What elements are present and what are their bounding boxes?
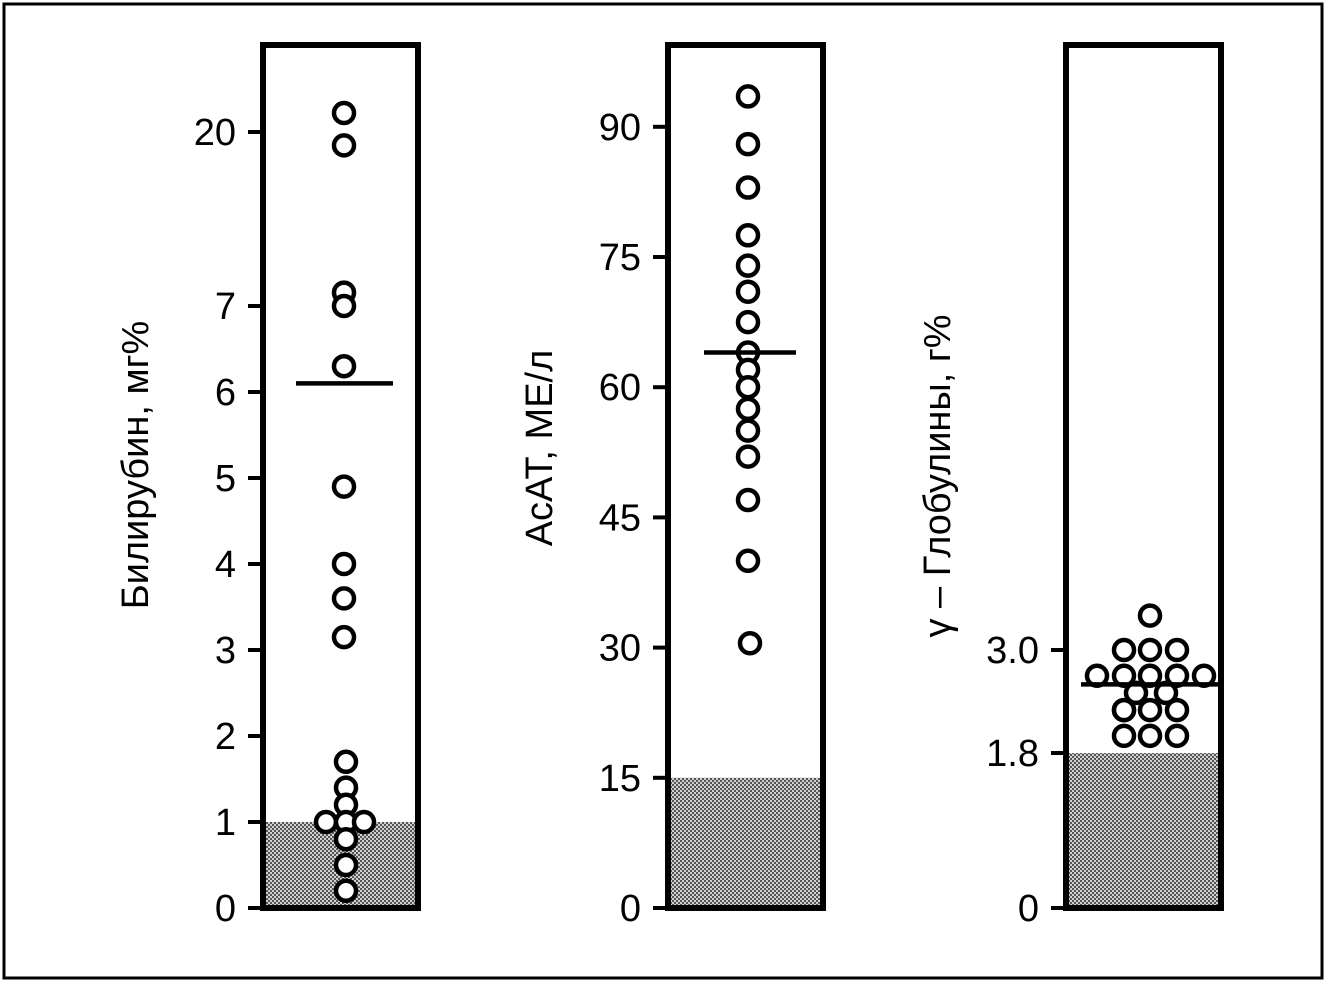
- data-point: [735, 223, 761, 248]
- y-tick-label: 60: [599, 367, 641, 409]
- y-tick-label: 0: [1018, 888, 1039, 930]
- data-point: [735, 253, 761, 278]
- plot-box: [1063, 42, 1224, 911]
- data-point: [333, 878, 359, 904]
- data-point: [1164, 723, 1190, 749]
- y-tick-label: 2: [215, 716, 236, 758]
- data-point: [735, 548, 761, 574]
- y-tick-label: 1.8: [986, 733, 1039, 775]
- data-point: [1164, 637, 1190, 663]
- data-point: [1137, 637, 1163, 663]
- y-tick-label: 3.0: [986, 630, 1039, 672]
- data-point: [735, 175, 761, 200]
- data-point: [1137, 603, 1163, 628]
- data-point: [331, 474, 357, 499]
- y-tick-label: 20: [194, 112, 236, 154]
- data-point: [331, 624, 357, 650]
- data-point: [735, 487, 761, 513]
- y-tick-label: 3: [215, 630, 236, 672]
- data-point: [735, 374, 761, 400]
- data-point: [331, 551, 357, 577]
- panel-2: 0 15 30 45 60 75 90 АсАТ, МЕ/л: [519, 42, 826, 930]
- data-point: [735, 131, 761, 157]
- y-tick-label: 1: [215, 802, 236, 844]
- y-tick-label: 6: [215, 372, 236, 414]
- data-point: [735, 84, 761, 109]
- y-axis-label: Билирубин, мг%: [115, 321, 157, 610]
- y-tick-label: 0: [215, 888, 236, 930]
- data-point: [1111, 637, 1137, 663]
- y-tick-label: 15: [599, 758, 641, 800]
- y-tick-label: 5: [215, 458, 236, 500]
- y-tick-label: 0: [620, 888, 641, 930]
- data-point: [735, 279, 761, 304]
- panel-3: 0 1.8 3.0 γ – Глобулины, г%: [917, 42, 1224, 930]
- y-tick-label: 45: [599, 497, 641, 539]
- data-point: [1111, 697, 1137, 723]
- data-point: [1111, 723, 1137, 749]
- data-point: [331, 100, 357, 126]
- y-axis-label: АсАТ, МЕ/л: [519, 350, 561, 547]
- data-point: [313, 809, 339, 835]
- y-tick-label: 30: [599, 628, 641, 670]
- y-tick-label: 75: [599, 237, 641, 279]
- data-point: [333, 749, 359, 775]
- data-point: [333, 826, 359, 852]
- data-point: [735, 444, 761, 469]
- data-point: [331, 586, 357, 611]
- y-tick-label: 7: [215, 286, 236, 328]
- data-point: [1164, 697, 1190, 723]
- y-tick-label: 4: [215, 544, 236, 586]
- y-axis-label: γ – Глобулины, г%: [917, 315, 959, 638]
- data-point: [735, 309, 761, 335]
- data-point: [333, 852, 359, 878]
- y-tick-label: 90: [599, 107, 641, 149]
- data-point: [735, 396, 761, 422]
- normal-range-area: [668, 777, 823, 908]
- data-point: [331, 293, 357, 319]
- data-point: [737, 631, 763, 656]
- data-point: [351, 809, 377, 835]
- panel-1: 0 1 2 3 4 5 6 7 20 Билирубин, мг%: [115, 42, 421, 930]
- data-point: [735, 418, 761, 443]
- normal-range-area: [1066, 753, 1221, 908]
- plot-box: [665, 42, 826, 911]
- data-point: [331, 133, 357, 158]
- data-point: [1137, 723, 1163, 749]
- data-point: [1137, 697, 1163, 723]
- data-point: [331, 353, 357, 379]
